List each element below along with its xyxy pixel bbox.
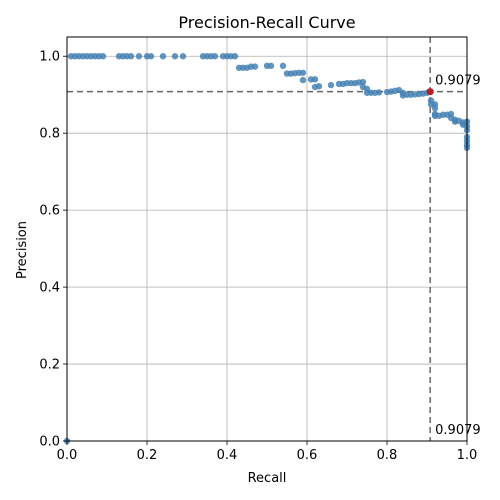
- data-point: [299, 69, 307, 76]
- y-axis-ticks: 0.0 0.2 0.4 0.6 0.8 1.0: [39, 50, 67, 450]
- data-point: [311, 76, 319, 83]
- y-tick-label: 0.4: [39, 281, 60, 296]
- x-tick-label: 1.0: [457, 448, 478, 463]
- data-point: [99, 53, 107, 60]
- annotations: 0.9079 0.9079: [435, 74, 481, 438]
- y-tick-label: 1.0: [39, 50, 60, 65]
- data-point: [231, 53, 239, 60]
- x-axis-label: Recall: [248, 471, 287, 486]
- x-axis-ticks: 0.0 0.2 0.4 0.6 0.8 1.0: [57, 441, 478, 463]
- data-point: [327, 81, 335, 89]
- data-point: [359, 78, 367, 86]
- data-points: [63, 53, 471, 445]
- annotation-label: 0.9079: [435, 423, 481, 438]
- data-point: [127, 53, 135, 60]
- highlight-point: [426, 88, 434, 96]
- chart-title: Precision-Recall Curve: [178, 13, 355, 32]
- data-point: [147, 53, 155, 60]
- annotation-label: 0.9079: [435, 74, 481, 89]
- data-point: [315, 83, 323, 90]
- x-tick-label: 0.6: [297, 448, 318, 463]
- y-tick-label: 0.0: [39, 435, 60, 450]
- data-point: [159, 53, 167, 60]
- x-tick-label: 0.8: [377, 448, 398, 463]
- x-tick-label: 0.4: [217, 448, 238, 463]
- data-point: [179, 53, 187, 60]
- data-point: [279, 62, 287, 70]
- y-tick-label: 0.2: [39, 358, 60, 373]
- data-point: [211, 53, 219, 60]
- axes-frame: [66, 36, 468, 442]
- y-tick-label: 0.6: [39, 204, 60, 219]
- x-tick-label: 0.2: [137, 448, 158, 463]
- data-point: [251, 63, 259, 70]
- y-axis-label: Precision: [15, 221, 30, 279]
- data-point: [171, 53, 179, 60]
- data-point: [299, 76, 307, 84]
- data-point: [135, 53, 143, 60]
- data-point: [375, 89, 383, 96]
- data-point: [431, 104, 439, 112]
- x-tick-label: 0.0: [57, 448, 78, 463]
- data-point: [267, 62, 275, 70]
- y-tick-label: 0.8: [39, 127, 60, 142]
